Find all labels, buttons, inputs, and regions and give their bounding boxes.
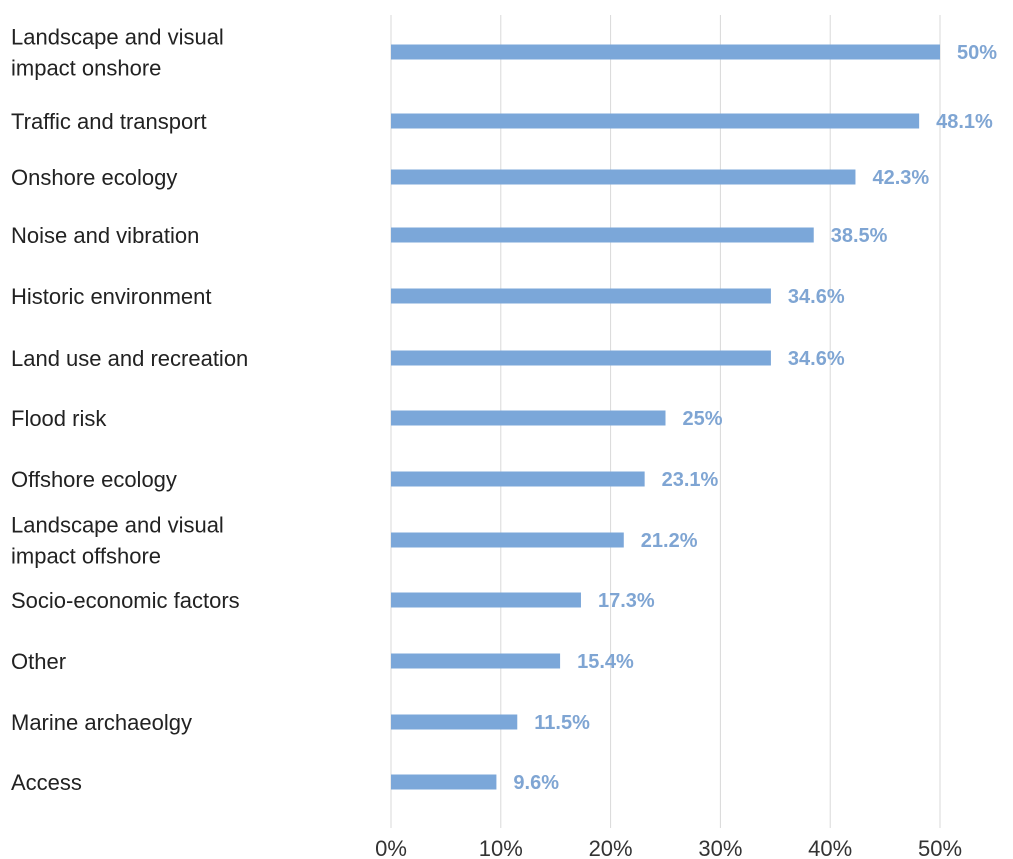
x-tick-label: 0% <box>375 836 407 859</box>
category-label: Traffic and transport <box>11 109 207 134</box>
value-label: 11.5% <box>534 712 590 734</box>
x-tick-label: 10% <box>479 836 523 859</box>
bar <box>391 410 666 426</box>
value-label: 9.6% <box>513 772 559 794</box>
value-label: 25% <box>683 408 723 430</box>
x-tick-label: 30% <box>698 836 742 859</box>
value-label: 48.1% <box>936 111 993 133</box>
category-labels: Landscape and visual impact onshore Traffi… <box>11 25 248 796</box>
category-label: Socio-economic factors <box>11 588 240 613</box>
category-label: Offshore ecology <box>11 467 177 492</box>
category-label: Marine archaeolgy <box>11 710 192 735</box>
category-label: Landscape and visual impact offshore <box>11 513 224 569</box>
bar <box>391 592 581 608</box>
value-label: 23.1% <box>662 469 719 491</box>
category-label: Access <box>11 770 82 795</box>
bar <box>391 44 940 60</box>
bar <box>391 471 645 487</box>
value-label: 34.6% <box>788 348 845 370</box>
bar <box>391 532 624 548</box>
x-tick-label: 20% <box>589 836 633 859</box>
category-label: Historic environment <box>11 284 212 309</box>
value-label: 42.3% <box>872 167 929 189</box>
value-label: 50% <box>957 42 997 64</box>
x-tick-label: 40% <box>808 836 852 859</box>
category-label: Onshore ecology <box>11 165 177 190</box>
category-label: Landscape and visual impact onshore <box>11 25 224 81</box>
bar <box>391 653 561 669</box>
x-axis-tick-labels: 0% 10% 20% 30% 40% 50% <box>375 836 962 859</box>
bars <box>391 44 940 790</box>
value-label: 17.3% <box>598 590 655 612</box>
bar <box>391 288 771 304</box>
bar <box>391 714 518 730</box>
value-label: 15.4% <box>577 651 634 673</box>
category-label: Land use and recreation <box>11 346 248 371</box>
bar <box>391 169 856 185</box>
x-tick-label: 50% <box>918 836 962 859</box>
bar <box>391 227 814 243</box>
value-label: 34.6% <box>788 286 845 308</box>
value-label: 21.2% <box>641 530 698 552</box>
category-label: Noise and vibration <box>11 223 199 248</box>
category-label: Other <box>11 649 66 674</box>
bar <box>391 350 771 366</box>
value-labels: 50% 48.1% 42.3% 38.5% 34.6% 34.6% 25% 23.1% 21.2… <box>513 42 997 794</box>
bar <box>391 774 497 790</box>
bar <box>391 113 920 129</box>
value-label: 38.5% <box>831 225 888 247</box>
category-label: Flood risk <box>11 406 107 431</box>
